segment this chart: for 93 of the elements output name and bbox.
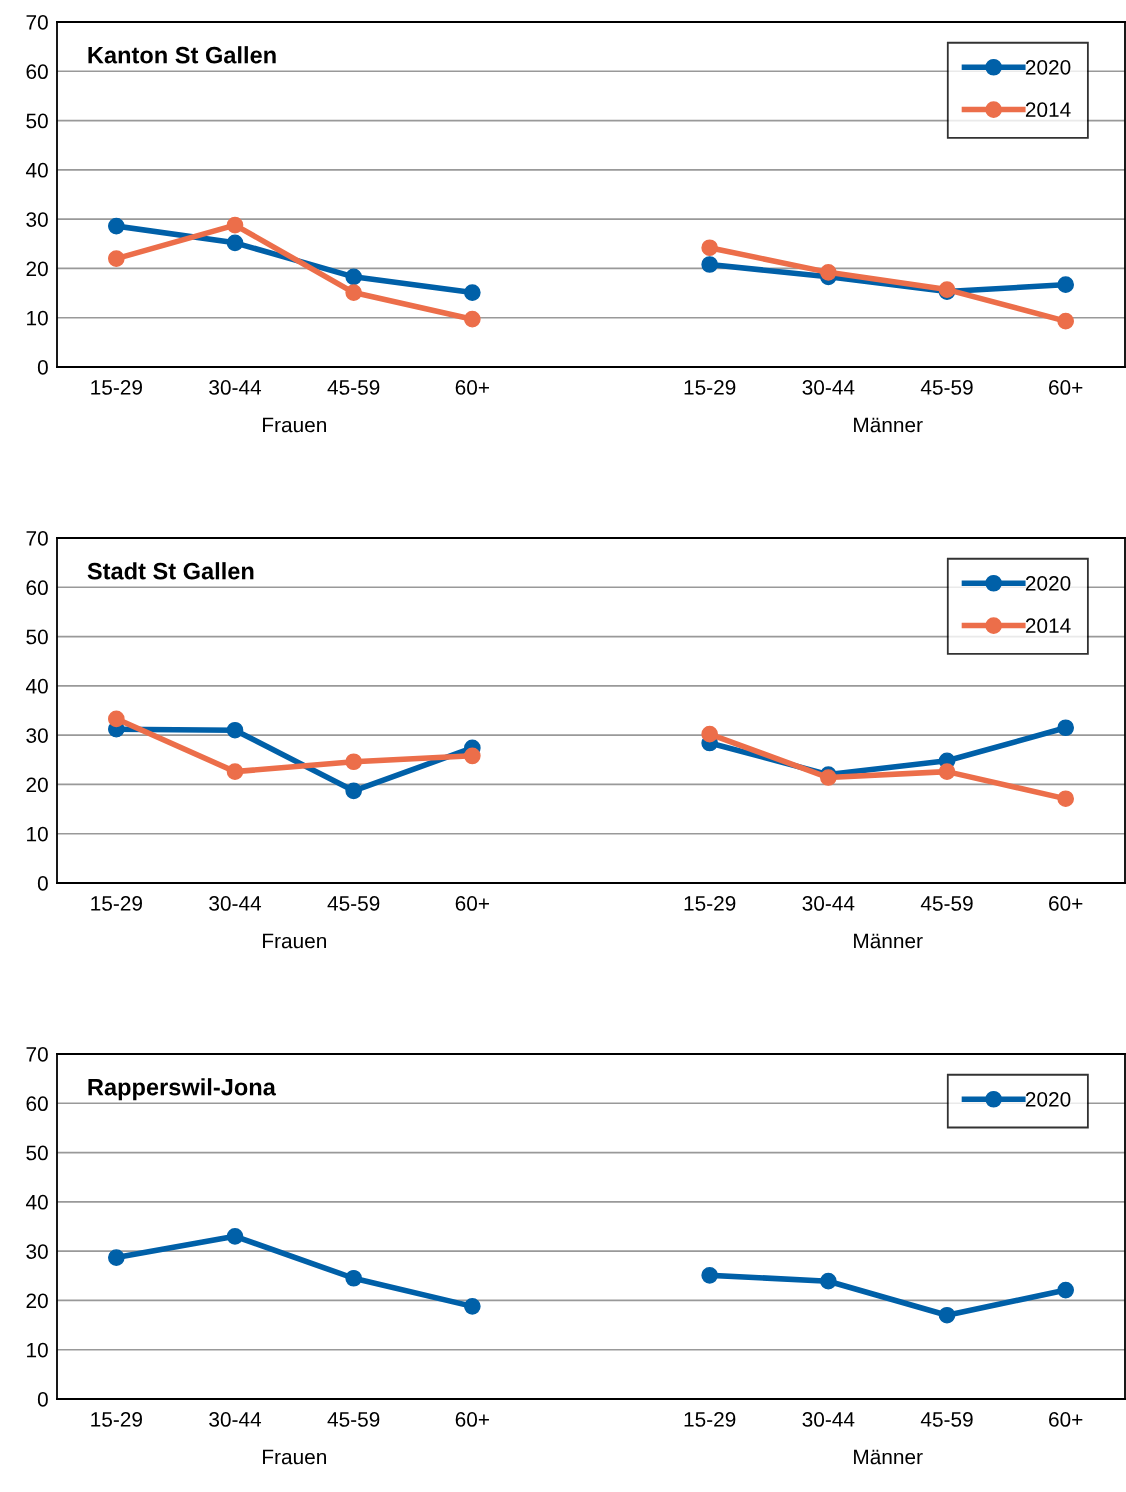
y-tick-label: 0 xyxy=(37,1392,48,1407)
y-tick-label: 10 xyxy=(27,310,48,326)
point xyxy=(463,1298,481,1315)
point xyxy=(1057,312,1075,330)
x-tick-label: 30-44 xyxy=(802,1412,855,1427)
x-tick-label: 15-29 xyxy=(684,896,736,911)
y-tick-label: 0 xyxy=(37,360,48,375)
x-tick-label: 15-29 xyxy=(91,896,142,911)
x-tick-label: 45-59 xyxy=(327,1412,380,1427)
x-tick-label: 60+ xyxy=(455,896,489,911)
y-tick-label: 20 xyxy=(26,261,48,277)
x-tick-label: 60+ xyxy=(1049,896,1083,911)
point xyxy=(819,1272,837,1290)
point xyxy=(345,284,363,301)
x-tick-label: 15-29 xyxy=(684,380,736,395)
y-tick-label: 60 xyxy=(26,1096,48,1112)
text: Kanton St Gallen xyxy=(88,46,276,64)
y-tick-label: 50 xyxy=(26,629,48,645)
point xyxy=(107,710,125,728)
point xyxy=(819,264,837,281)
point xyxy=(701,256,719,273)
y-tick-label: 70 xyxy=(26,15,48,30)
y-tick-label: 60 xyxy=(26,580,48,596)
y-tick-label: 10 xyxy=(27,826,48,842)
point xyxy=(226,763,244,780)
text: Frauen xyxy=(263,933,326,949)
point xyxy=(226,216,244,234)
point xyxy=(463,310,481,328)
x-tick-label: 15-29 xyxy=(684,1412,736,1427)
y-tick-label: 50 xyxy=(26,113,48,129)
y-tick-label: 30 xyxy=(26,728,48,743)
y-tick-label: 50 xyxy=(26,1145,48,1161)
x-tick-label: 60+ xyxy=(1049,380,1083,395)
point xyxy=(701,239,719,257)
legend-label: 2020 xyxy=(1025,1091,1071,1107)
point xyxy=(345,268,363,286)
x-tick-label: 45-59 xyxy=(327,380,380,395)
y-tick-label: 30 xyxy=(26,1244,48,1259)
x-tick-label: 30-44 xyxy=(209,380,262,395)
point xyxy=(938,1306,956,1324)
point xyxy=(107,1249,125,1266)
x-tick-label: 30-44 xyxy=(802,380,855,395)
x-tick-label: 30-44 xyxy=(209,1412,262,1427)
point xyxy=(107,217,125,235)
point xyxy=(107,250,125,267)
point xyxy=(463,747,481,765)
point xyxy=(463,284,481,301)
y-tick-label: 40 xyxy=(25,162,48,178)
x-tick-label: 45-59 xyxy=(920,1412,973,1427)
x-tick-label: 45-59 xyxy=(327,896,380,911)
x-tick-label: 60+ xyxy=(455,1412,489,1427)
y-tick-label: 10 xyxy=(27,1342,48,1358)
point xyxy=(701,725,719,743)
text: Rapperswil-Jona xyxy=(88,1078,276,1101)
text: Männer xyxy=(854,1449,923,1465)
point xyxy=(345,1269,363,1287)
point xyxy=(1057,276,1075,294)
point xyxy=(1057,790,1075,808)
legend-label: 2020 xyxy=(1025,59,1071,75)
text: Männer xyxy=(854,933,923,949)
point xyxy=(226,721,244,739)
point xyxy=(226,234,244,252)
x-tick-label: 15-29 xyxy=(91,1412,142,1427)
point xyxy=(226,1228,244,1245)
point xyxy=(1057,1281,1075,1299)
text: Männer xyxy=(854,417,923,433)
legend-label: 2014 xyxy=(1025,102,1071,118)
x-tick-label: 60+ xyxy=(455,380,489,395)
y-tick-label: 40 xyxy=(25,1194,48,1210)
x-tick-label: 30-44 xyxy=(802,896,855,911)
y-tick-label: 20 xyxy=(26,1293,48,1309)
y-tick-label: 70 xyxy=(26,531,48,546)
legend-label: 2020 xyxy=(1025,575,1071,591)
y-tick-label: 30 xyxy=(26,212,48,227)
point xyxy=(345,782,363,800)
y-tick-label: 0 xyxy=(37,876,48,891)
y-tick-label: 60 xyxy=(26,64,48,80)
point xyxy=(345,753,363,771)
x-tick-label: 60+ xyxy=(1049,1412,1083,1427)
y-tick-label: 40 xyxy=(25,678,48,694)
legend-label: 2014 xyxy=(1025,618,1071,634)
point xyxy=(938,763,956,780)
point xyxy=(701,1266,719,1284)
text: Frauen xyxy=(263,417,326,433)
text: Frauen xyxy=(263,1449,326,1465)
y-tick-label: 70 xyxy=(26,1047,48,1062)
y-tick-label: 20 xyxy=(26,777,48,793)
x-tick-label: 15-29 xyxy=(91,380,142,395)
x-tick-label: 30-44 xyxy=(209,896,262,911)
point xyxy=(1057,719,1075,737)
x-tick-label: 45-59 xyxy=(920,380,973,395)
x-tick-label: 45-59 xyxy=(920,896,973,911)
text: Stadt St Gallen xyxy=(87,562,254,580)
